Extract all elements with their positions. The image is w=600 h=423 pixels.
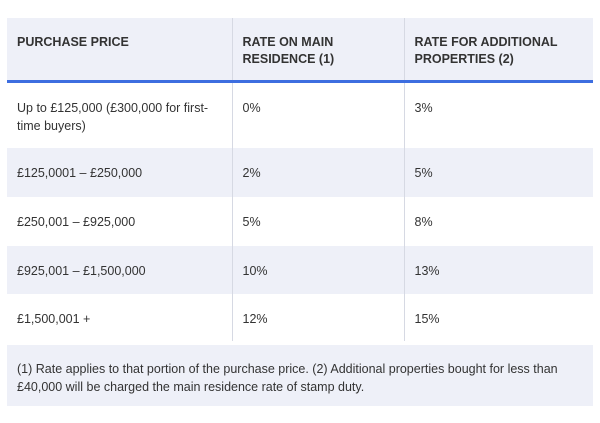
header-purchase-price: PURCHASE PRICE <box>7 18 232 83</box>
cell-rate-additional: 5% <box>403 148 593 197</box>
cell-rate-additional: 3% <box>403 81 593 148</box>
cell-rate-main: 12% <box>231 294 404 341</box>
table-row: £925,001 – £1,500,000 10% 13% <box>7 246 593 294</box>
cell-rate-main: 10% <box>231 246 404 294</box>
header-rate-additional-properties: RATE FOR ADDITIONAL PROPERTIES (2) <box>403 18 593 83</box>
cell-rate-additional: 13% <box>403 246 593 294</box>
stamp-duty-table-container: PURCHASE PRICE RATE ON MAIN RESIDENCE (1… <box>7 18 593 341</box>
stamp-duty-rates-table: PURCHASE PRICE RATE ON MAIN RESIDENCE (1… <box>7 18 593 341</box>
cell-purchase-price: £1,500,001 + <box>7 294 232 341</box>
table-footnote: (1) Rate applies to that portion of the … <box>7 345 593 406</box>
cell-purchase-price: £925,001 – £1,500,000 <box>7 246 232 294</box>
cell-rate-additional: 8% <box>403 197 593 246</box>
header-rate-main-residence: RATE ON MAIN RESIDENCE (1) <box>231 18 404 83</box>
cell-rate-main: 2% <box>231 148 404 197</box>
cell-purchase-price: Up to £125,000 (£300,000 for first-time … <box>7 81 232 148</box>
cell-rate-additional: 15% <box>403 294 593 341</box>
cell-rate-main: 5% <box>231 197 404 246</box>
header-row: PURCHASE PRICE RATE ON MAIN RESIDENCE (1… <box>7 18 593 83</box>
table-row: £125,0001 – £250,000 2% 5% <box>7 148 593 197</box>
table-body: Up to £125,000 (£300,000 for first-time … <box>7 81 593 341</box>
cell-purchase-price: £250,001 – £925,000 <box>7 197 232 246</box>
table-header: PURCHASE PRICE RATE ON MAIN RESIDENCE (1… <box>7 18 593 83</box>
table-row: Up to £125,000 (£300,000 for first-time … <box>7 81 593 148</box>
table-row: £1,500,001 + 12% 15% <box>7 294 593 341</box>
cell-purchase-price: £125,0001 – £250,000 <box>7 148 232 197</box>
cell-rate-main: 0% <box>231 81 404 148</box>
table-row: £250,001 – £925,000 5% 8% <box>7 197 593 246</box>
